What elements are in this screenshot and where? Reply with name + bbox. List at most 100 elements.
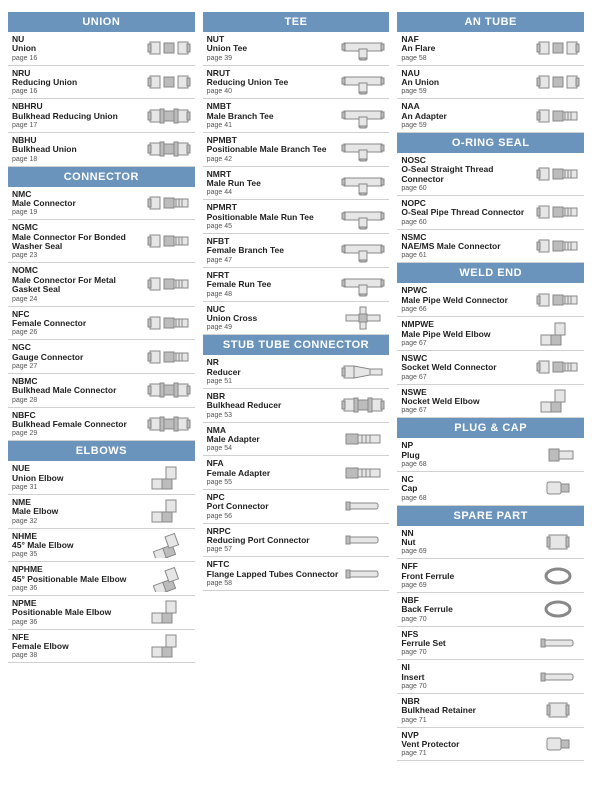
catalog-item: NAUAn Unionpage 59 [397,66,584,100]
section-header: PLUG & CAP [397,418,584,438]
item-name: Male Pipe Weld Elbow [401,330,533,339]
item-text: NBHUBulkhead Unionpage 18 [12,136,146,163]
item-text: NBRBulkhead Retainerpage 71 [401,697,535,724]
item-name: Vent Protector [401,740,533,749]
item-page: page 58 [401,55,533,62]
fitting-icon [340,204,386,230]
fitting-icon [535,442,581,468]
catalog-item: NBFCBulkhead Female Connectorpage 29 [8,408,195,442]
item-page: page 35 [12,551,144,558]
catalog-item: NGCGauge Connectorpage 27 [8,340,195,374]
fitting-icon [340,527,386,553]
catalog-item: NNNutpage 69 [397,526,584,560]
fitting-icon [535,529,581,555]
section-header: UNION [8,12,195,32]
catalog-item: NOSCO-Seal Straight Thread Connectorpage… [397,153,584,196]
item-page: page 59 [401,122,533,129]
fitting-icon [340,237,386,263]
fitting-icon [340,561,386,587]
item-page: page 17 [12,122,144,129]
item-name: Male Connector [12,199,144,208]
item-code: NN [401,529,533,538]
section-header: ELBOWS [8,441,195,461]
catalog-item: NPMBTPositionable Male Branch Teepage 42 [203,133,390,167]
item-name: 45° Male Elbow [12,541,144,550]
item-name: Nocket Weld Elbow [401,397,533,406]
item-page: page 56 [207,513,339,520]
fitting-icon [535,731,581,757]
catalog-item: NHME45° Male Elbowpage 35 [8,529,195,563]
catalog-item: NSMCNAE/MS Male Connectorpage 61 [397,230,584,264]
item-text: NBFCBulkhead Female Connectorpage 29 [12,411,146,438]
catalog-item: NOPCO-Seal Pipe Thread Connectorpage 60 [397,196,584,230]
item-name: Plug [401,451,533,460]
fitting-icon [146,136,192,162]
item-page: page 29 [12,430,144,437]
item-name: Union Elbow [12,474,144,483]
item-name: Female Branch Tee [207,246,339,255]
catalog-item: NMAMale Adapterpage 54 [203,423,390,457]
item-name: Female Run Tee [207,280,339,289]
item-page: page 16 [12,55,144,62]
item-text: NAFAn Flarepage 58 [401,35,535,62]
item-code: NP [401,441,533,450]
item-name: Bulkhead Reducing Union [12,112,144,121]
catalog-item: NUEUnion Elbowpage 31 [8,461,195,495]
fitting-icon [340,305,386,331]
catalog-item: NFFFront Ferrulepage 69 [397,559,584,593]
item-page: page 24 [12,296,144,303]
catalog-item: NMCMale Connectorpage 19 [8,187,195,221]
section-header: CONNECTOR [8,167,195,187]
item-text: NFEFemale Elbowpage 38 [12,633,146,660]
item-text: NSWCSocket Weld Connectorpage 67 [401,354,535,381]
catalog-item: NAFAn Flarepage 58 [397,32,584,66]
item-text: NBFBack Ferrulepage 70 [401,596,535,623]
item-text: NVPVent Protectorpage 71 [401,731,535,758]
item-text: NFCFemale Connectorpage 26 [12,310,146,337]
catalog-item: NGMCMale Connector For Bonded Washer Sea… [8,220,195,263]
item-page: page 71 [401,717,533,724]
item-text: NGCGauge Connectorpage 27 [12,343,146,370]
item-text: NFTCFlange Lapped Tubes Connectorpage 58 [207,560,341,587]
item-name: Male Elbow [12,507,144,516]
item-page: page 71 [401,750,533,757]
item-page: page 60 [401,219,533,226]
item-name: Positionable Male Elbow [12,608,144,617]
item-text: NGMCMale Connector For Bonded Washer Sea… [12,223,146,259]
item-name: Socket Weld Connector [401,363,533,372]
fitting-icon [146,633,192,659]
item-page: page 31 [12,484,144,491]
item-text: NPWCMale Pipe Weld Connectorpage 66 [401,286,535,313]
fitting-icon [535,664,581,690]
item-text: NPMEPositionable Male Elbowpage 36 [12,599,146,626]
catalog-item: NFAFemale Adapterpage 55 [203,456,390,490]
fitting-icon [146,411,192,437]
catalog-item: NRPCReducing Port Connectorpage 57 [203,524,390,558]
item-name: Insert [401,673,533,682]
section-header: STUB TUBE CONNECTOR [203,335,390,355]
fitting-icon [340,493,386,519]
item-text: NUEUnion Elbowpage 31 [12,464,146,491]
item-text: NBHRUBulkhead Reducing Unionpage 17 [12,102,146,129]
item-name: Bulkhead Retainer [401,706,533,715]
item-text: NBMCBulkhead Male Connectorpage 28 [12,377,146,404]
item-page: page 49 [207,324,339,331]
catalog-item: NBFBack Ferrulepage 70 [397,593,584,627]
catalog-item: NCCappage 68 [397,472,584,506]
item-page: page 44 [207,189,339,196]
item-name: NAE/MS Male Connector [401,242,533,251]
item-text: NNNutpage 69 [401,529,535,556]
item-name: Bulkhead Reducer [207,401,339,410]
item-name: Male Pipe Weld Connector [401,296,533,305]
catalog-item: NPWCMale Pipe Weld Connectorpage 66 [397,283,584,317]
fitting-icon [146,69,192,95]
item-page: page 27 [12,363,144,370]
fitting-icon [340,136,386,162]
item-name: Male Run Tee [207,179,339,188]
item-text: NRReducerpage 51 [207,358,341,385]
fitting-icon [340,359,386,385]
item-text: NAUAn Unionpage 59 [401,69,535,96]
item-name: Male Adapter [207,435,339,444]
item-page: page 57 [207,546,339,553]
item-name: Female Adapter [207,469,339,478]
